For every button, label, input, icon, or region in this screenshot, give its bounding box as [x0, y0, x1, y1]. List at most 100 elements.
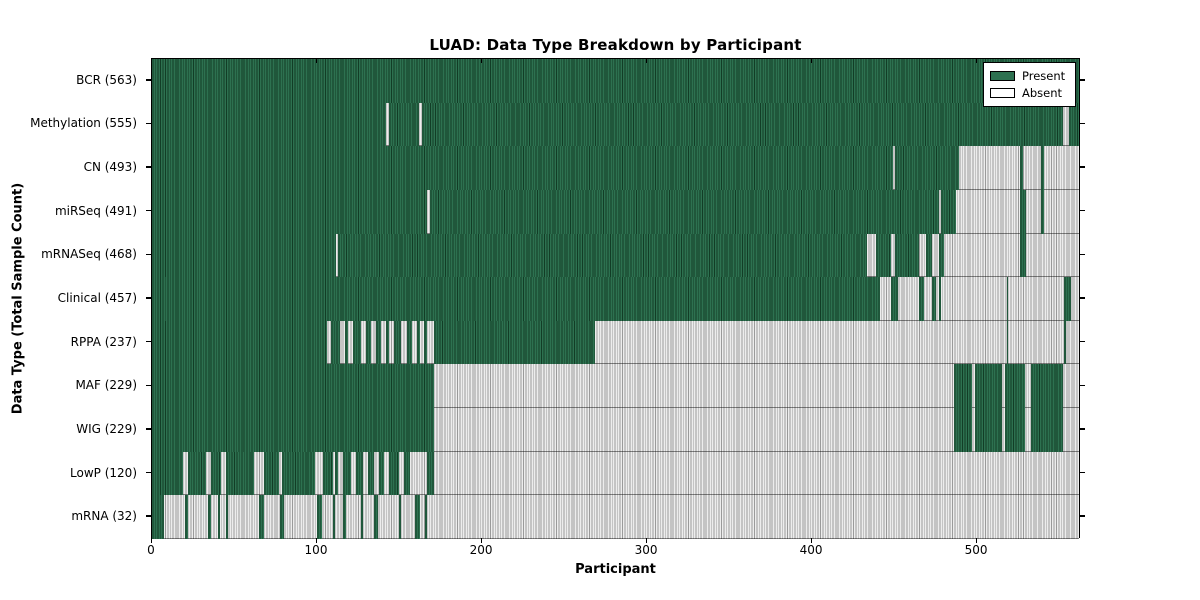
y-tick-mark	[146, 428, 151, 430]
y-tick-label: Clinical (457)	[57, 291, 137, 305]
legend: Present Absent	[983, 62, 1076, 107]
y-tick-mark	[1080, 166, 1085, 168]
present-segment	[389, 451, 399, 496]
present-segment	[280, 495, 284, 539]
y-tick-mark	[146, 515, 151, 517]
y-tick-mark	[146, 253, 151, 256]
present-segment	[1004, 408, 1025, 452]
x-tick-mark	[976, 538, 978, 543]
x-tick-label: 300	[634, 543, 658, 557]
present-segment	[1041, 189, 1045, 234]
y-tick-label: RPPA (237)	[70, 334, 137, 349]
y-tick-mark	[146, 210, 151, 212]
present-segment	[331, 320, 340, 365]
x-tick-mark	[646, 538, 648, 543]
present-segment	[939, 277, 941, 321]
heatmap-row-BCR	[152, 59, 1079, 103]
present-segment	[394, 320, 401, 365]
chart-title: LUAD: Data Type Breakdown by Participant	[429, 36, 802, 54]
present-segment	[417, 320, 421, 365]
y-tick-label: mRNASeq (468)	[41, 247, 137, 262]
present-segment	[211, 451, 222, 496]
y-tick-mark	[146, 384, 151, 386]
present-segment	[334, 451, 339, 496]
present-segment	[375, 320, 381, 365]
present-segment	[152, 495, 164, 539]
present-segment	[423, 320, 427, 365]
x-tick-label: 200	[469, 543, 493, 557]
present-segment	[338, 233, 867, 278]
y-tick-label: Methylation (555)	[30, 116, 137, 131]
x-tick-label: 400	[799, 543, 823, 557]
heatmap-row-Clinical	[152, 277, 1079, 321]
present-segment	[430, 189, 940, 234]
present-segment	[152, 451, 184, 496]
present-segment	[1069, 102, 1079, 147]
heatmap-row-miRSeq	[152, 189, 1079, 234]
x-tick-mark	[976, 58, 978, 63]
heatmap-row-mRNASeq	[152, 233, 1079, 278]
present-segment	[152, 408, 434, 452]
present-segment	[1006, 277, 1009, 321]
present-segment	[342, 495, 347, 539]
present-segment	[1031, 364, 1063, 409]
y-tick-label: BCR (563)	[76, 72, 137, 87]
x-tick-mark	[481, 538, 483, 543]
legend-label-present: Present	[1022, 68, 1066, 83]
x-tick-label: 0	[147, 543, 155, 557]
present-segment	[152, 277, 880, 321]
present-segment	[207, 495, 212, 539]
y-tick-mark	[1080, 515, 1085, 517]
legend-label-absent: Absent	[1022, 86, 1063, 101]
y-tick-label: mRNA (32)	[71, 509, 137, 524]
present-segment	[316, 495, 322, 539]
present-segment	[932, 277, 936, 321]
x-tick-mark	[316, 538, 318, 543]
y-tick-mark	[146, 340, 151, 343]
present-segment	[352, 320, 362, 365]
y-tick-label: LowP (120)	[70, 465, 137, 480]
x-tick-mark	[811, 58, 813, 63]
y-tick-label: WIG (229)	[76, 421, 137, 436]
present-segment	[282, 451, 315, 496]
y-tick-mark	[146, 79, 151, 81]
present-segment	[1019, 233, 1027, 278]
present-segment	[894, 146, 959, 190]
x-tick-label: 100	[304, 543, 328, 557]
present-segment	[367, 451, 375, 496]
x-tick-mark	[811, 538, 813, 543]
y-tick-mark	[1080, 79, 1085, 81]
y-tick-mark	[146, 122, 151, 125]
y-tick-mark	[1080, 122, 1085, 125]
present-segment	[217, 495, 220, 539]
x-tick-mark	[316, 58, 318, 63]
y-tick-mark	[146, 297, 151, 299]
present-segment	[940, 189, 956, 234]
heatmap-row-WIG	[152, 408, 1079, 452]
present-segment	[1019, 146, 1023, 190]
present-segment	[1019, 189, 1027, 234]
present-segment	[184, 495, 189, 539]
plot-area: Present Absent	[151, 58, 1080, 539]
present-segment	[407, 320, 413, 365]
present-segment	[152, 146, 893, 190]
heatmap-row-MAF	[152, 364, 1079, 409]
present-segment	[323, 451, 334, 496]
present-segment	[152, 59, 1079, 103]
x-tick-mark	[481, 58, 483, 63]
present-segment	[1064, 277, 1071, 321]
present-segment	[398, 495, 401, 539]
y-tick-mark	[146, 166, 151, 168]
y-tick-mark	[1080, 297, 1085, 299]
present-segment	[344, 320, 348, 365]
present-segment	[1031, 408, 1063, 452]
present-segment	[152, 320, 327, 365]
present-segment	[953, 408, 972, 452]
heatmap-row-LowP	[152, 451, 1079, 496]
present-segment	[361, 495, 363, 539]
x-tick-mark	[151, 538, 153, 543]
present-segment	[366, 320, 371, 365]
absent-swatch-icon	[990, 88, 1015, 99]
present-segment	[422, 102, 1063, 147]
